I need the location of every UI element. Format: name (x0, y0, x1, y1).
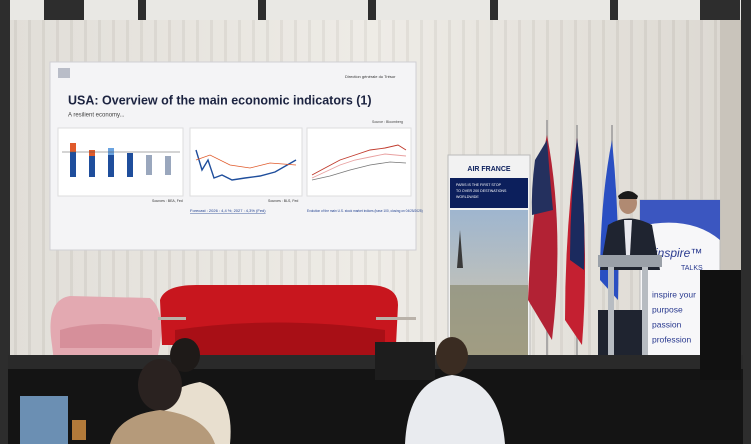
slide-forecast: Forecast : 2026 : 4,4 %; 2027 : 4,3% (Fe… (190, 208, 266, 213)
scene: Direction générale du Trésor USA: Overvi… (0, 0, 751, 444)
air-france-banner: AIR FRANCE PARIS IS THE FIRST STOP TO OV… (448, 155, 530, 365)
banner-brand: AIR FRANCE (467, 166, 510, 173)
speaker-box (700, 270, 741, 380)
sign (20, 396, 68, 444)
cup (72, 420, 86, 440)
chart-panel (58, 128, 183, 196)
monitor (375, 342, 435, 380)
banner-tagline: TO OVER 200 DESTINATIONS (456, 189, 507, 193)
chart-source: Sources : BEA, Fed (152, 199, 183, 203)
slide-header: Direction générale du Trésor (345, 74, 396, 79)
banner-line: purpose (652, 304, 683, 314)
banner-line: inspire your (652, 289, 696, 299)
chart-source: Sources : BLS, Fed (268, 199, 298, 203)
slide: Direction générale du Trésor USA: Overvi… (50, 62, 423, 250)
banner-brand: inspire™ (655, 246, 702, 260)
audience-head (138, 359, 182, 411)
slide-subtitle: A resilient economy... (68, 113, 125, 119)
banner-tagline: PARIS IS THE FIRST STOP (456, 183, 502, 187)
banner-line: profession (652, 334, 691, 344)
slide-source: Source : Bloomberg (372, 120, 403, 124)
audience-head (436, 337, 468, 375)
side-table (158, 317, 186, 320)
banner-line: passion (652, 319, 682, 329)
podium-top (598, 255, 662, 267)
slide-logo (58, 68, 70, 78)
chair-seat (60, 324, 152, 348)
slide-title: USA: Overview of the main economic indic… (68, 93, 372, 107)
slide-caption: Evolution of the main U.S. stock market … (307, 209, 423, 213)
side-table (376, 317, 416, 320)
banner-tagline: WORLDWIDE (456, 195, 479, 199)
banner-sub: TALKS (681, 265, 703, 272)
